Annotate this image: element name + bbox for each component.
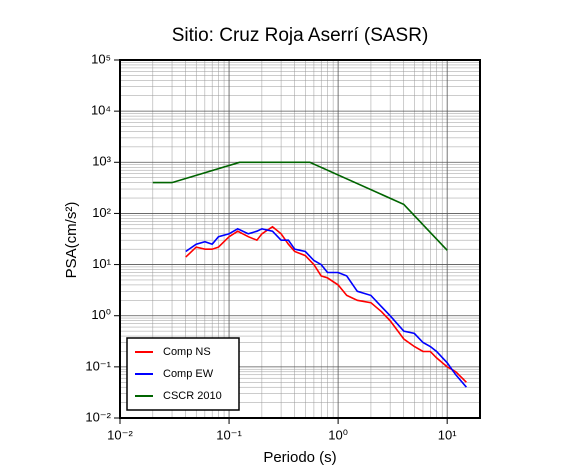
series-line — [185, 227, 468, 388]
y-axis-label: PSA(cm/s²) — [63, 202, 80, 279]
y-tick-label: 10⁵ — [91, 51, 111, 66]
x-tick-label: 10⁻² — [107, 427, 133, 442]
y-tick-label: 10³ — [92, 154, 111, 169]
legend: Comp NS Comp EW CSCR 2010 — [126, 337, 240, 411]
y-tick-label: 10¹ — [92, 256, 111, 271]
legend-box — [126, 337, 240, 411]
y-tick-label: 10⁰ — [91, 307, 111, 322]
plot-frame — [119, 59, 481, 419]
legend-label: Comp NS — [163, 346, 211, 358]
series-line — [152, 161, 448, 251]
y-tick-label: 10⁻² — [85, 409, 111, 424]
x-tick-label: 10⁻¹ — [216, 427, 242, 442]
legend-label: CSCR 2010 — [163, 390, 222, 402]
series-line — [185, 225, 467, 383]
legend-label: Comp EW — [163, 368, 214, 380]
y-tick-label: 10⁻¹ — [85, 358, 111, 373]
y-tick-label: 10² — [92, 205, 111, 220]
x-tick-label: 10⁰ — [328, 427, 348, 442]
chart-title: Sitio: Cruz Roja Aserrí (SASR) — [172, 25, 429, 46]
y-tick-label: 10⁴ — [91, 103, 111, 118]
x-tick-label: 10¹ — [438, 427, 457, 442]
x-axis-label: Periodo (s) — [263, 449, 336, 466]
